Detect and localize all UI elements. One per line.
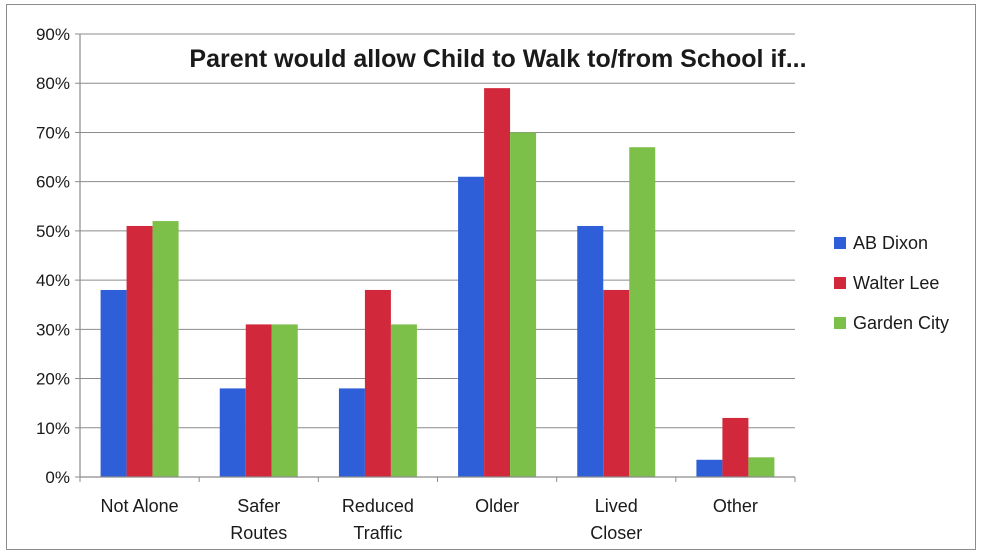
x-tick-label: Other	[713, 496, 758, 516]
y-tick-label: 40%	[36, 271, 70, 290]
bar-garden-city-other	[748, 457, 775, 477]
legend-swatch	[834, 317, 846, 329]
x-tick-label: Not Alone	[101, 496, 179, 516]
y-tick-label: 80%	[36, 74, 70, 93]
bar-ab-dixon-safer-routes	[219, 388, 246, 477]
y-tick-label: 90%	[36, 25, 70, 44]
bar-ab-dixon-lived-closer	[577, 225, 604, 477]
legend-label: AB Dixon	[853, 233, 928, 253]
bar-ab-dixon-other	[696, 459, 723, 477]
bar-garden-city-not-alone	[152, 221, 179, 477]
bar-walter-lee-older	[484, 88, 511, 478]
gridlines	[80, 33, 795, 429]
bar-walter-lee-safer-routes	[245, 324, 272, 477]
bars	[79, 88, 796, 482]
y-tick-label: 30%	[36, 320, 70, 339]
y-tick-label: 60%	[36, 173, 70, 192]
x-tick-label: Reduced Traffic	[342, 496, 414, 543]
x-tick-label: Older	[475, 496, 519, 516]
y-tick-label: 20%	[36, 370, 70, 389]
legend-swatch	[834, 237, 846, 249]
legend-swatch	[834, 277, 846, 289]
bar-garden-city-lived-closer	[629, 147, 656, 477]
legend-label: Garden City	[853, 313, 949, 333]
bar-garden-city-reduced-traffic	[390, 324, 417, 477]
bar-walter-lee-other	[722, 417, 749, 477]
chart-title: Parent would allow Child to Walk to/from…	[189, 45, 806, 73]
bar-garden-city-safer-routes	[271, 324, 298, 477]
y-tick-label: 10%	[36, 419, 70, 438]
bar-walter-lee-lived-closer	[603, 289, 630, 477]
bar-ab-dixon-older	[458, 176, 485, 477]
x-axis-labels: Not Alone Safer Routes Reduced Traffic Older L…	[101, 496, 758, 543]
bar-walter-lee-not-alone	[126, 225, 153, 477]
y-axis-ticks: 0% 10% 20% 30% 40% 50% 60% 70% 80% 90%	[36, 25, 80, 487]
x-tick-label: Lived Closer	[590, 496, 642, 543]
bar-garden-city-older	[510, 132, 537, 477]
x-tick-label: Safer Routes	[230, 496, 287, 543]
y-tick-label: 50%	[36, 222, 70, 241]
bar-walter-lee-reduced-traffic	[364, 289, 391, 477]
y-tick-label: 0%	[45, 468, 70, 487]
bar-ab-dixon-not-alone	[100, 289, 127, 477]
legend: AB Dixon Walter Lee Garden City	[834, 233, 949, 333]
y-tick-label: 70%	[36, 123, 70, 142]
legend-label: Walter Lee	[853, 273, 939, 293]
bar-ab-dixon-reduced-traffic	[338, 388, 365, 477]
